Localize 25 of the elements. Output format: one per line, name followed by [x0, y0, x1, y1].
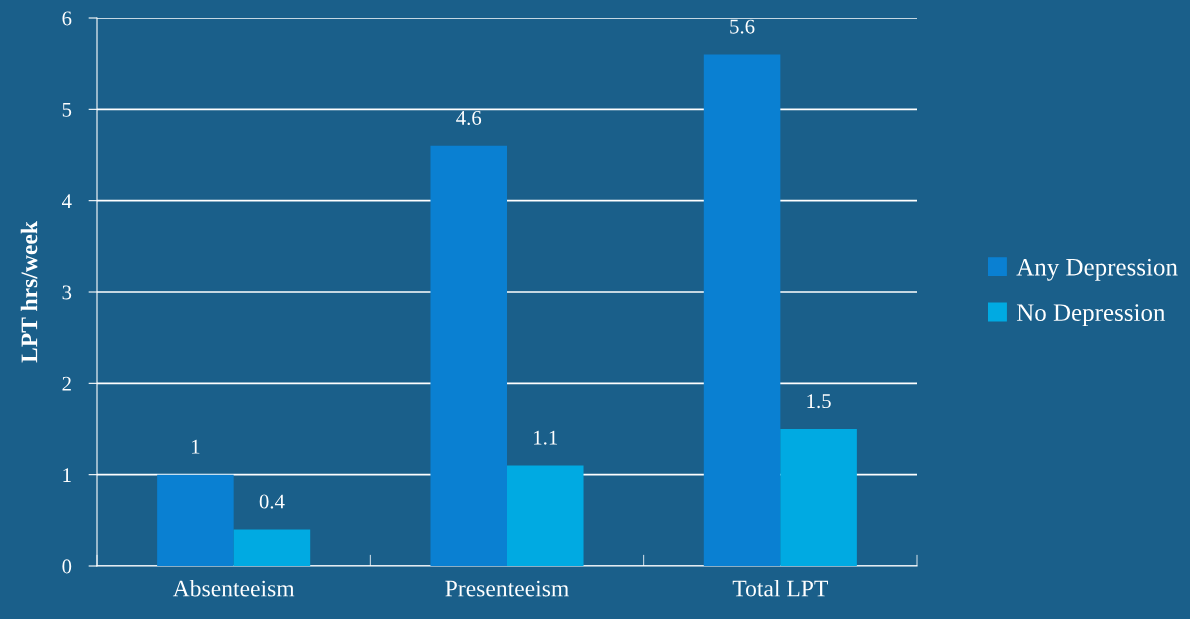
- bar: [780, 429, 857, 566]
- data-label: 1: [192, 439, 200, 454]
- data-label: 4.6: [456, 110, 482, 126]
- x-tick-label: Total LPT: [732, 579, 828, 597]
- y-axis-title: LPT hrs/week: [20, 221, 38, 363]
- y-tick-label: 0: [62, 559, 72, 574]
- y-tick-label: 6: [62, 11, 72, 26]
- y-tick-label: 4: [61, 194, 72, 208]
- bar: [430, 145, 507, 566]
- bar: [507, 465, 584, 566]
- y-tick-label: 1: [63, 468, 71, 482]
- legend-label: Any Depression: [1016, 258, 1178, 281]
- data-label: 0.4: [259, 494, 285, 509]
- y-tick-label: 5: [62, 102, 72, 117]
- data-label: 1.1: [534, 430, 558, 445]
- x-tick-label: Presenteeism: [445, 580, 569, 597]
- bar: [157, 474, 234, 566]
- bar: [233, 529, 311, 566]
- x-tick-label: Absenteeism: [172, 579, 295, 597]
- data-label: 5.6: [730, 19, 755, 34]
- legend-label: No Depression: [1016, 304, 1166, 327]
- data-label: 1.5: [807, 394, 831, 409]
- y-tick-label: 3: [62, 285, 72, 300]
- bar: [703, 54, 781, 566]
- y-tick-label: 2: [62, 376, 71, 391]
